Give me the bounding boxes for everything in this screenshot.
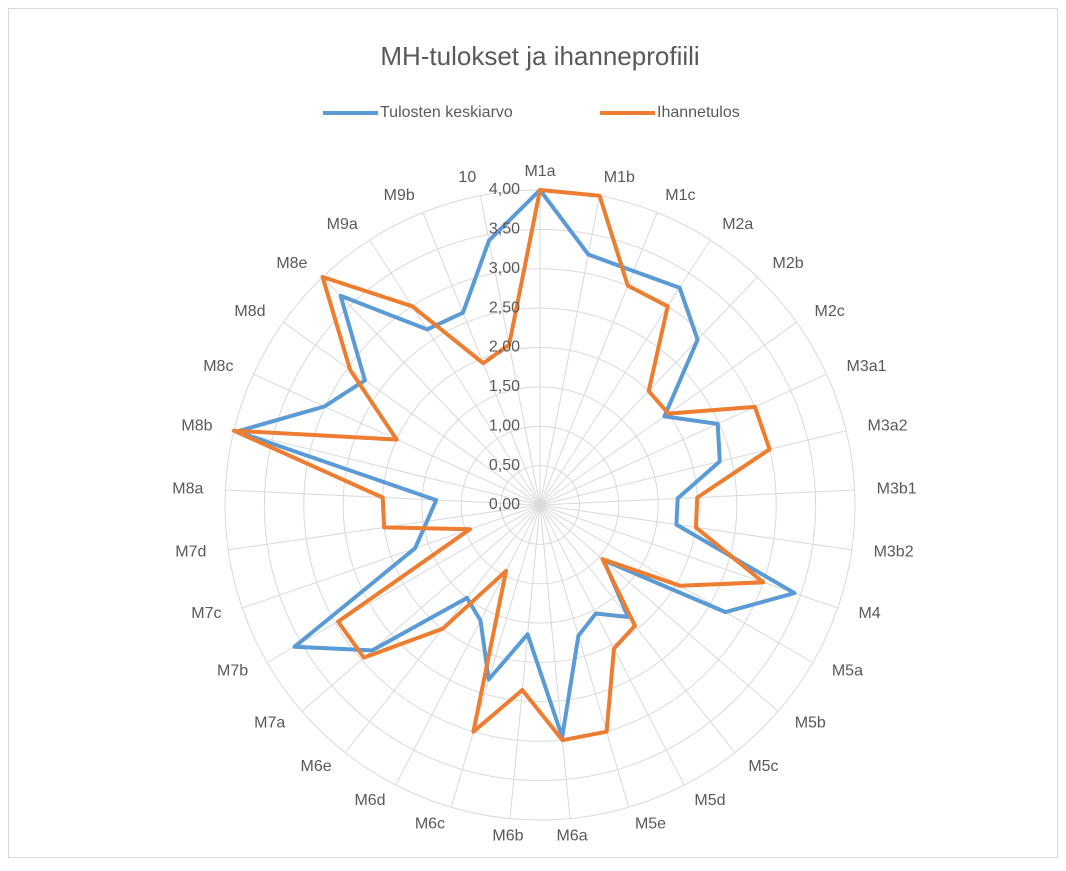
y-tick-label: 4,00 bbox=[489, 181, 520, 198]
spoke bbox=[539, 504, 571, 819]
spoke bbox=[539, 504, 779, 712]
spoke bbox=[539, 430, 847, 506]
category-label: M8d bbox=[234, 303, 265, 320]
category-label: M1c bbox=[665, 187, 695, 204]
category-label: M6a bbox=[556, 828, 587, 845]
category-label: M1a bbox=[524, 163, 555, 180]
spoke bbox=[322, 276, 541, 506]
spoke bbox=[539, 504, 736, 753]
chart-border bbox=[8, 8, 1058, 858]
spoke bbox=[539, 239, 711, 506]
category-label: M7d bbox=[175, 544, 206, 561]
spoke bbox=[509, 504, 541, 819]
category-label: M5e bbox=[635, 816, 666, 833]
spoke bbox=[266, 504, 541, 663]
legend-label: Tulosten keskiarvo bbox=[380, 104, 513, 121]
category-label: M5d bbox=[694, 792, 725, 809]
spoke bbox=[539, 373, 827, 506]
category-label: M9a bbox=[327, 216, 358, 233]
series-line bbox=[231, 188, 772, 743]
category-label: M8e bbox=[276, 255, 307, 272]
y-tick-label: 0,00 bbox=[489, 496, 520, 513]
category-label: M8b bbox=[181, 418, 212, 435]
spoke bbox=[301, 504, 541, 712]
category-label: M3b1 bbox=[877, 480, 917, 497]
spoke bbox=[539, 195, 601, 506]
y-tick-label: 2,00 bbox=[489, 339, 520, 356]
category-label: M8a bbox=[172, 480, 203, 497]
spoke bbox=[539, 504, 685, 786]
y-tick-label: 2,50 bbox=[489, 299, 520, 316]
category-label: M2b bbox=[773, 255, 804, 272]
category-label: M6b bbox=[492, 828, 523, 845]
spoke bbox=[369, 239, 541, 506]
y-tick-label: 3,00 bbox=[489, 260, 520, 277]
spoke bbox=[242, 504, 541, 609]
spoke bbox=[450, 504, 541, 808]
category-label: M5c bbox=[748, 758, 778, 775]
category-label: M3a2 bbox=[868, 418, 908, 435]
spoke bbox=[283, 321, 541, 506]
category-label: M6e bbox=[301, 758, 332, 775]
spoke bbox=[422, 212, 541, 506]
category-label: M9b bbox=[384, 187, 415, 204]
category-label: M6d bbox=[354, 792, 385, 809]
category-label: M7b bbox=[217, 663, 248, 680]
category-label: M7a bbox=[254, 714, 285, 731]
category-label: M3a1 bbox=[847, 358, 887, 375]
category-label: M5a bbox=[832, 663, 863, 680]
category-label: M1b bbox=[604, 169, 635, 186]
spoke bbox=[479, 195, 541, 506]
category-label: M5b bbox=[795, 714, 826, 731]
spoke bbox=[539, 212, 658, 506]
category-label: M6c bbox=[415, 816, 445, 833]
category-label: M2c bbox=[815, 303, 845, 320]
category-label: M7c bbox=[191, 605, 221, 622]
legend-label: Ihannetulos bbox=[657, 104, 740, 121]
y-tick-label: 1,50 bbox=[489, 378, 520, 395]
spoke bbox=[233, 430, 541, 506]
y-tick-label: 1,00 bbox=[489, 417, 520, 434]
chart-title: MH-tulokset ja ihanneprofiili bbox=[380, 41, 699, 71]
series-line bbox=[234, 188, 797, 739]
spoke bbox=[539, 504, 630, 808]
y-tick-label: 0,50 bbox=[489, 457, 520, 474]
category-label: M2a bbox=[722, 216, 753, 233]
spoke bbox=[395, 504, 541, 786]
category-label: M3b2 bbox=[874, 544, 914, 561]
category-label: 10 bbox=[458, 169, 476, 186]
category-label: M8c bbox=[203, 358, 233, 375]
category-label: M4 bbox=[858, 605, 880, 622]
y-tick-label: 3,50 bbox=[489, 221, 520, 238]
